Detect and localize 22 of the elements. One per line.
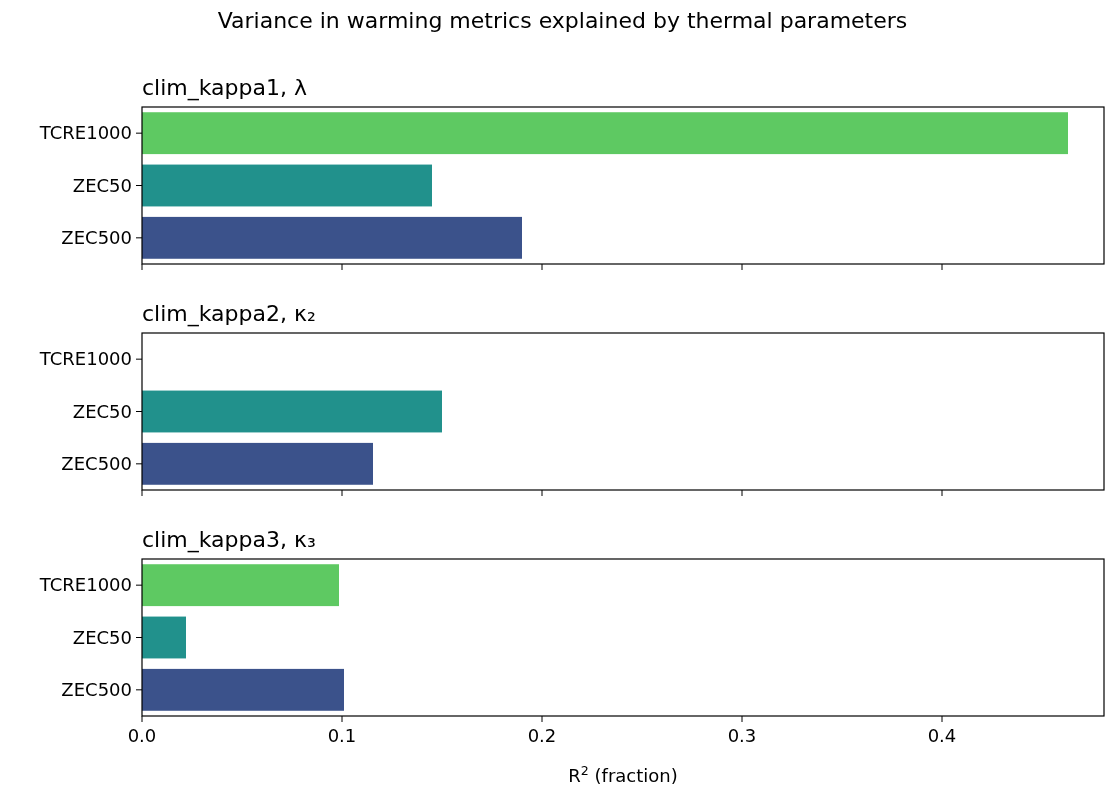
x-tick-label: 0.2: [527, 725, 557, 746]
y-tick-label: ZEC50: [72, 174, 132, 196]
x-tick-label: 0.4: [927, 725, 957, 746]
chart-subtitle: clim_kappa2, κ₂: [142, 301, 316, 327]
chart-subtitle: clim_kappa3, κ₃: [142, 527, 316, 553]
y-tick-label: TCRE1000: [38, 348, 132, 370]
y-tick-label: ZEC500: [61, 453, 132, 475]
y-tick-label: ZEC500: [61, 227, 132, 249]
x-axis-title: R$^{2}$ (fraction): [568, 762, 678, 786]
y-tick-label: TCRE1000: [38, 574, 132, 596]
chart-subtitle: clim_kappa1, λ: [142, 75, 307, 101]
bar: [142, 564, 339, 607]
chart-title: Variance in warming metrics explained by thermal parameters: [217, 8, 908, 33]
x-tick-label: 0.1: [327, 725, 357, 746]
y-tick-label: ZEC50: [72, 400, 132, 422]
x-tick-label: 0.0: [127, 725, 157, 746]
bar: [142, 668, 344, 711]
x-tick-label: 0.3: [727, 725, 757, 746]
y-tick-label: ZEC500: [61, 679, 132, 701]
y-tick-label: TCRE1000: [38, 122, 132, 144]
y-tick-label: ZEC50: [72, 626, 132, 648]
bar: [142, 616, 186, 659]
